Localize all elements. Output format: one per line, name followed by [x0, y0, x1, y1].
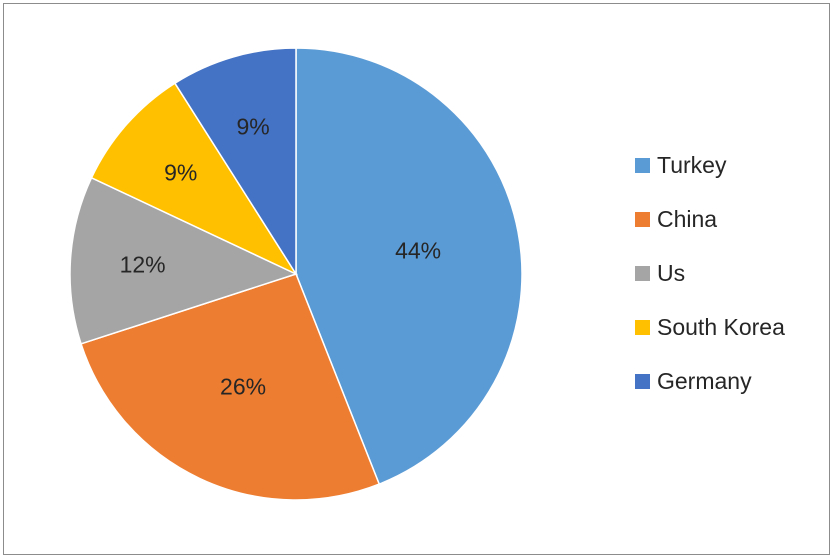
pie-slices	[69, 47, 523, 501]
legend-swatch	[635, 320, 650, 335]
pie-slice-china	[80, 273, 381, 501]
data-label-turkey: 44%	[395, 238, 441, 264]
legend-swatch	[635, 212, 650, 227]
pie-slice-us	[69, 176, 299, 345]
pie-chart: 44% 26% 12% 9% 9%	[69, 47, 523, 501]
data-label-china: 26%	[220, 373, 266, 399]
legend-swatch	[635, 158, 650, 173]
legend-item-us: Us	[635, 260, 785, 287]
legend-label: China	[657, 206, 718, 232]
legend-label: Us	[657, 260, 686, 286]
data-label-south-korea: 9%	[164, 159, 197, 185]
legend: Turkey China Us South Korea Germany	[635, 152, 785, 422]
data-label-germany: 9%	[236, 113, 269, 139]
legend-label: South Korea	[657, 314, 785, 340]
legend-label: Germany	[657, 368, 752, 394]
data-label-us: 12%	[120, 251, 166, 277]
pie-slice-south-korea	[90, 82, 299, 276]
pie-slice-turkey	[295, 47, 523, 486]
legend-item-china: China	[635, 206, 785, 233]
chart-area: 44% 26% 12% 9% 9% Turkey China Us South Korea Ge…	[3, 3, 830, 555]
legend-label: Turkey	[657, 152, 727, 178]
pie-slice-germany	[173, 47, 297, 277]
pie-data-labels: 44% 26% 12% 9% 9%	[120, 113, 442, 399]
legend-item-germany: Germany	[635, 368, 785, 395]
legend-item-turkey: Turkey	[635, 152, 785, 179]
legend-swatch	[635, 266, 650, 281]
legend-swatch	[635, 374, 650, 389]
legend-item-south-korea: South Korea	[635, 314, 785, 341]
